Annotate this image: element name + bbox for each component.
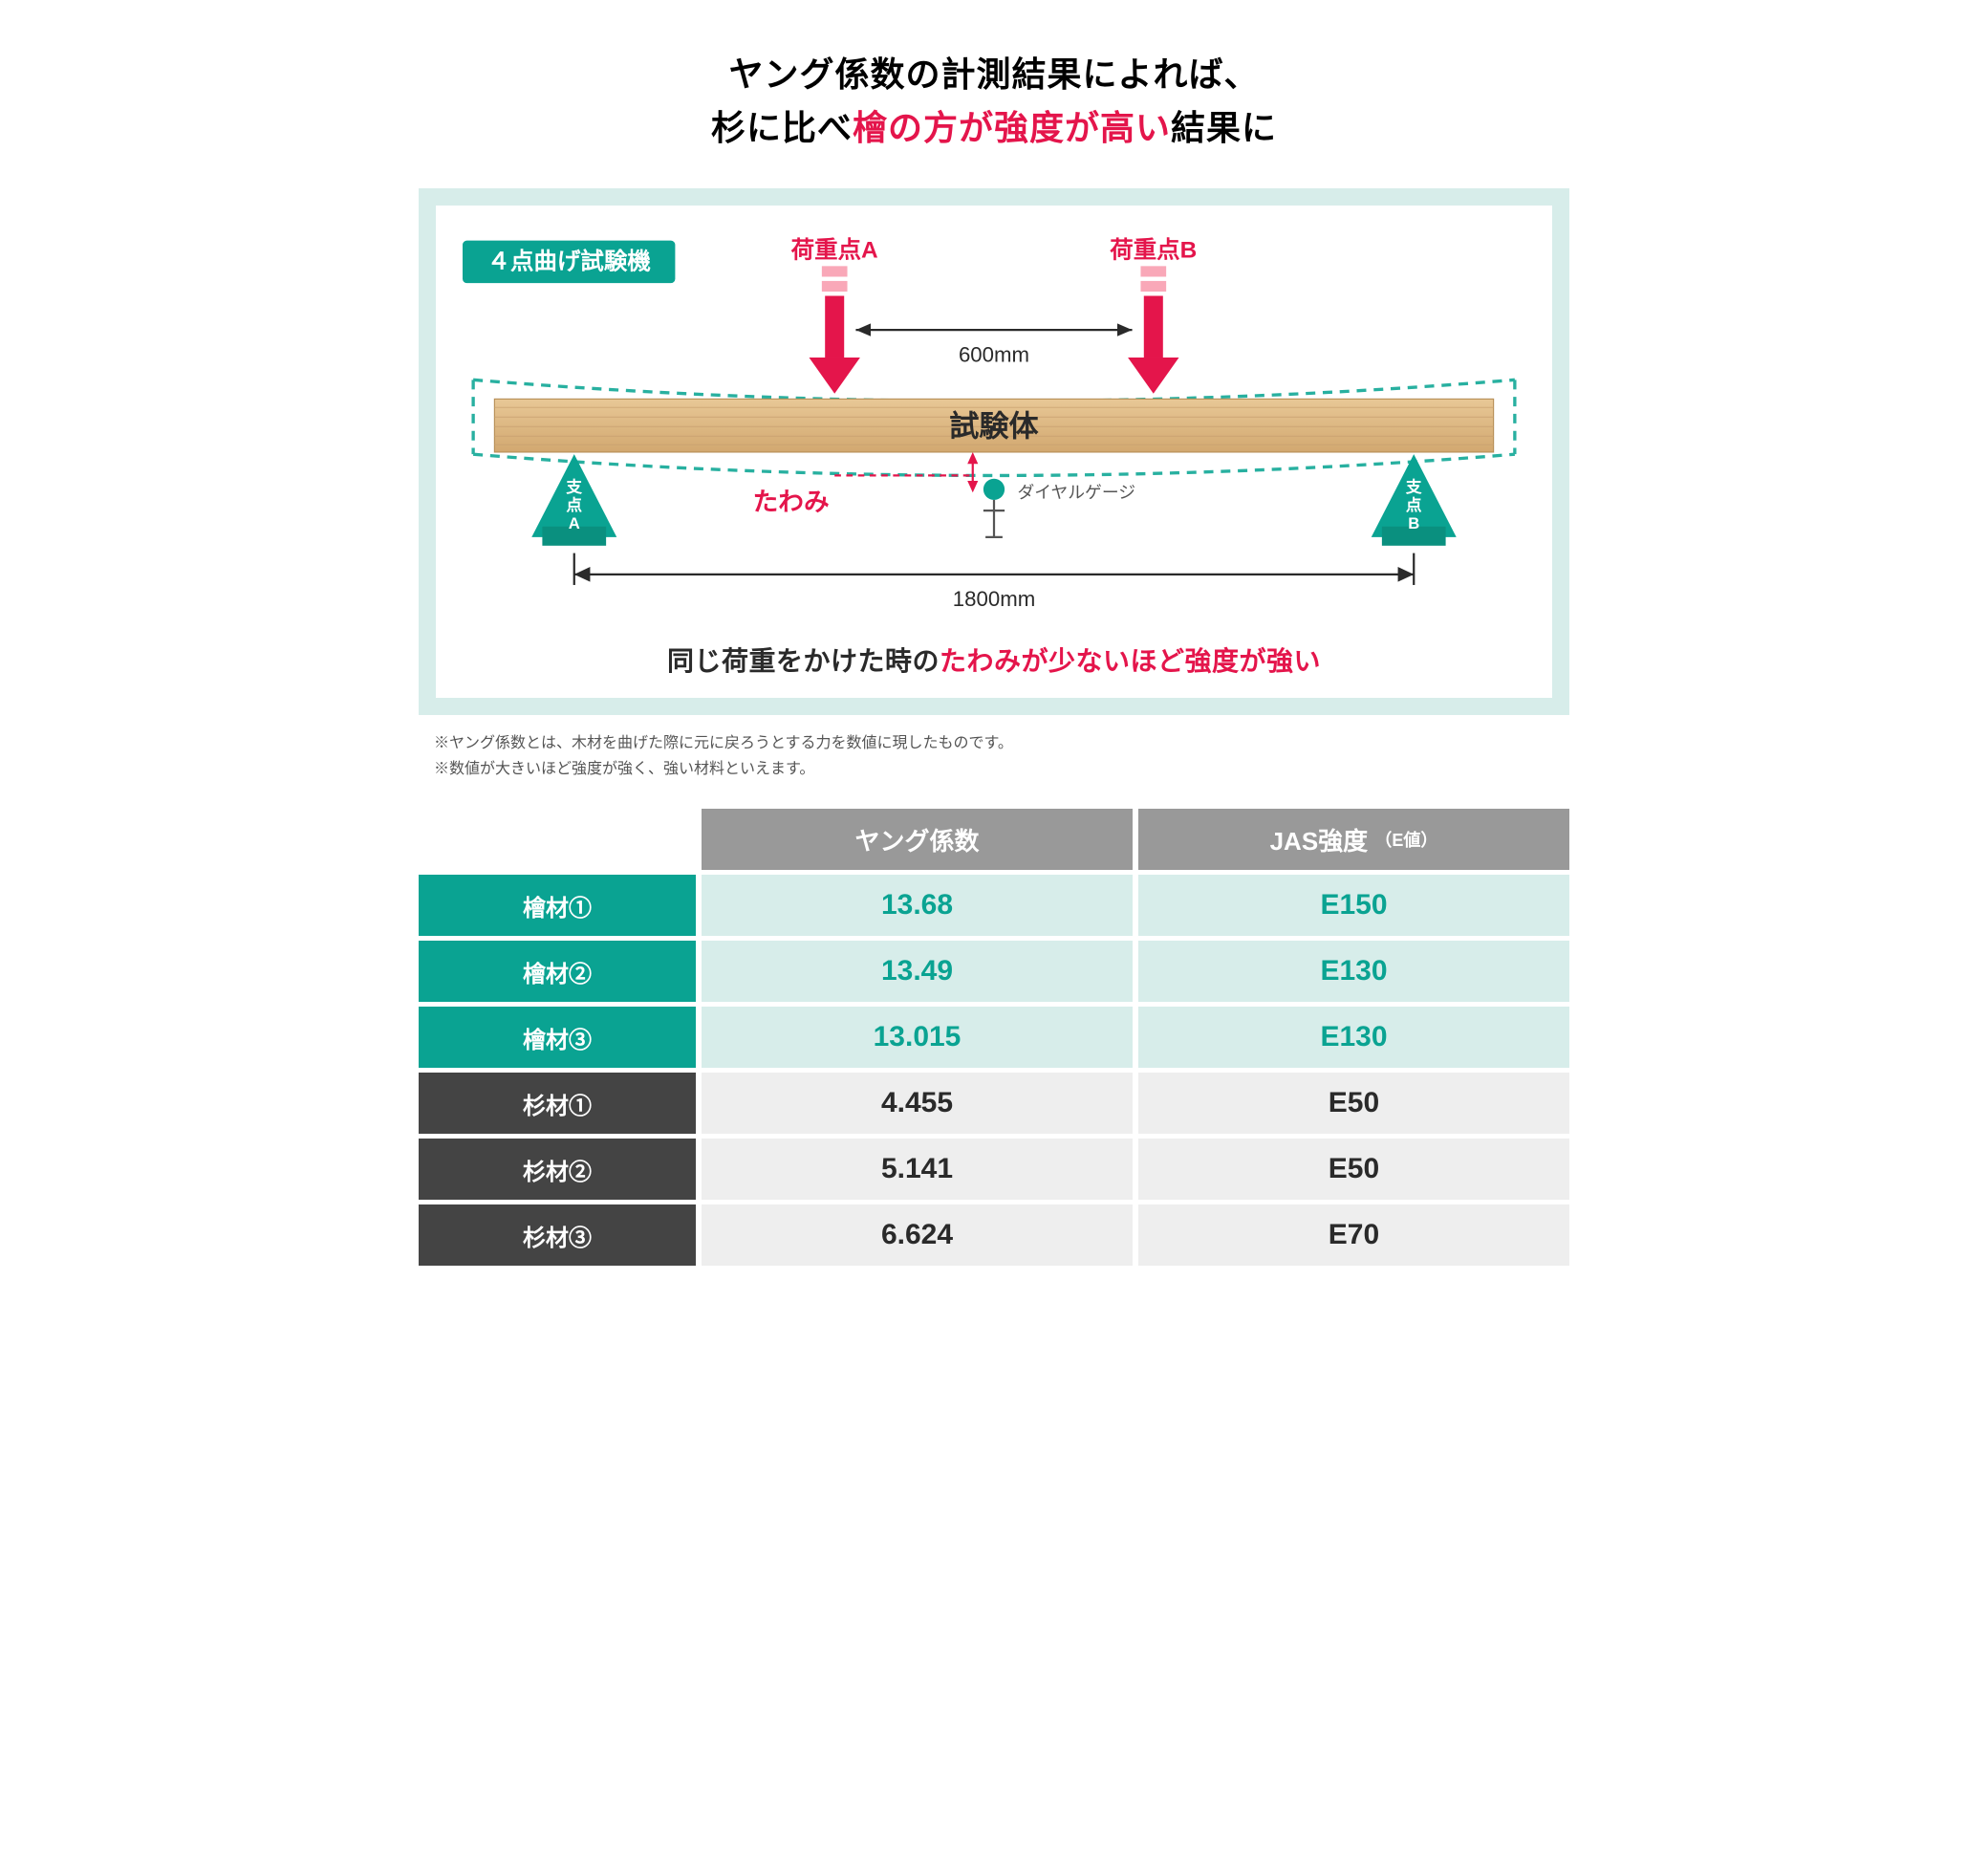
svg-text:B: B: [1408, 514, 1419, 532]
table-row: 檜材② 13.49 E130: [419, 941, 1569, 1002]
diagram-inner: ４点曲げ試験機 荷重点A 荷重点B: [436, 206, 1552, 698]
specimen-beam: 試験体: [494, 399, 1493, 452]
top-span: 600mm: [855, 323, 1132, 366]
row-jas: E150: [1138, 875, 1569, 936]
dial-gauge-label: ダイヤルゲージ: [1017, 482, 1135, 501]
top-span-label: 600mm: [959, 342, 1029, 366]
row-label: 檜材②: [419, 941, 696, 1002]
title-line-1: ヤング係数の計測結果によれば、: [401, 48, 1587, 101]
header-jas-sub: （E値）: [1374, 827, 1437, 852]
row-young: 4.455: [702, 1073, 1133, 1134]
deflection-indicator: たわみ: [753, 452, 979, 516]
table-header-young: ヤング係数: [702, 809, 1133, 870]
caption-b-em: たわみが少ないほど強度が強い: [940, 646, 1321, 676]
row-young: 13.015: [702, 1007, 1133, 1068]
results-table: ヤング係数 JAS強度 （E値） 檜材① 13.68 E150 檜材② 13.4…: [419, 809, 1569, 1266]
table-row: 檜材① 13.68 E150: [419, 875, 1569, 936]
bending-test-diagram: ４点曲げ試験機 荷重点A 荷重点B: [463, 234, 1525, 627]
table-row: 檜材③ 13.015 E130: [419, 1007, 1569, 1068]
row-label: 杉材①: [419, 1073, 696, 1134]
bottom-span-label: 1800mm: [953, 587, 1035, 611]
row-young: 5.141: [702, 1139, 1133, 1200]
table-header-blank: [419, 809, 696, 870]
row-jas: E130: [1138, 941, 1569, 1002]
row-label: 杉材③: [419, 1204, 696, 1266]
table-header-row: ヤング係数 JAS強度 （E値）: [419, 809, 1569, 870]
row-young: 13.49: [702, 941, 1133, 1002]
table-header-jas: JAS強度 （E値）: [1138, 809, 1569, 870]
support-a: 支 点 A: [531, 454, 616, 546]
svg-text:A: A: [569, 514, 580, 532]
row-label: 檜材③: [419, 1007, 696, 1068]
title-2c: 結果に: [1171, 108, 1277, 147]
note-1: ※ヤング係数とは、木材を曲げた際に元に戻ろうとする力を数値に現したものです。: [434, 730, 1554, 756]
bottom-span: 1800mm: [574, 553, 1414, 611]
specimen-label: 試験体: [949, 409, 1039, 443]
row-young: 13.68: [702, 875, 1133, 936]
load-b-label: 荷重点B: [1110, 236, 1197, 263]
note-2: ※数値が大きいほど強度が強く、強い材料といえます。: [434, 756, 1554, 782]
load-arrow-a: [810, 266, 860, 393]
table-row: 杉材③ 6.624 E70: [419, 1204, 1569, 1266]
row-jas: E50: [1138, 1073, 1569, 1134]
support-b: 支 点 B: [1372, 454, 1457, 546]
dial-gauge: ダイヤルゲージ: [983, 478, 1135, 536]
load-arrow-b: [1128, 266, 1178, 393]
footnotes: ※ヤング係数とは、木材を曲げた際に元に戻ろうとする力を数値に現したものです。 ※…: [434, 730, 1554, 782]
svg-text:点: 点: [1406, 495, 1422, 514]
table-row: 杉材② 5.141 E50: [419, 1139, 1569, 1200]
diagram-panel: ４点曲げ試験機 荷重点A 荷重点B: [419, 188, 1569, 715]
row-label: 檜材①: [419, 875, 696, 936]
page-title: ヤング係数の計測結果によれば、 杉に比べ檜の方が強度が高い結果に: [401, 48, 1587, 155]
badge-label: ４点曲げ試験機: [487, 247, 652, 274]
badge-4point: ４点曲げ試験機: [463, 240, 675, 282]
row-jas: E130: [1138, 1007, 1569, 1068]
row-young: 6.624: [702, 1204, 1133, 1266]
title-2a: 杉に比べ: [711, 108, 853, 147]
svg-text:支: 支: [1406, 477, 1422, 496]
row-label: 杉材②: [419, 1139, 696, 1200]
title-2b-em: 檜の方が強度が高い: [853, 108, 1171, 147]
row-jas: E50: [1138, 1139, 1569, 1200]
table-row: 杉材① 4.455 E50: [419, 1073, 1569, 1134]
header-jas-main: JAS強度: [1270, 822, 1369, 857]
deflection-label: たわみ: [753, 488, 830, 516]
row-jas: E70: [1138, 1204, 1569, 1266]
svg-text:支: 支: [566, 477, 582, 496]
title-line-2: 杉に比べ檜の方が強度が高い結果に: [401, 101, 1587, 155]
diagram-caption: 同じ荷重をかけた時のたわみが少ないほど強度が強い: [463, 640, 1525, 679]
svg-text:点: 点: [566, 495, 582, 514]
caption-a: 同じ荷重をかけた時の: [667, 646, 940, 676]
load-a-label: 荷重点A: [791, 236, 878, 263]
